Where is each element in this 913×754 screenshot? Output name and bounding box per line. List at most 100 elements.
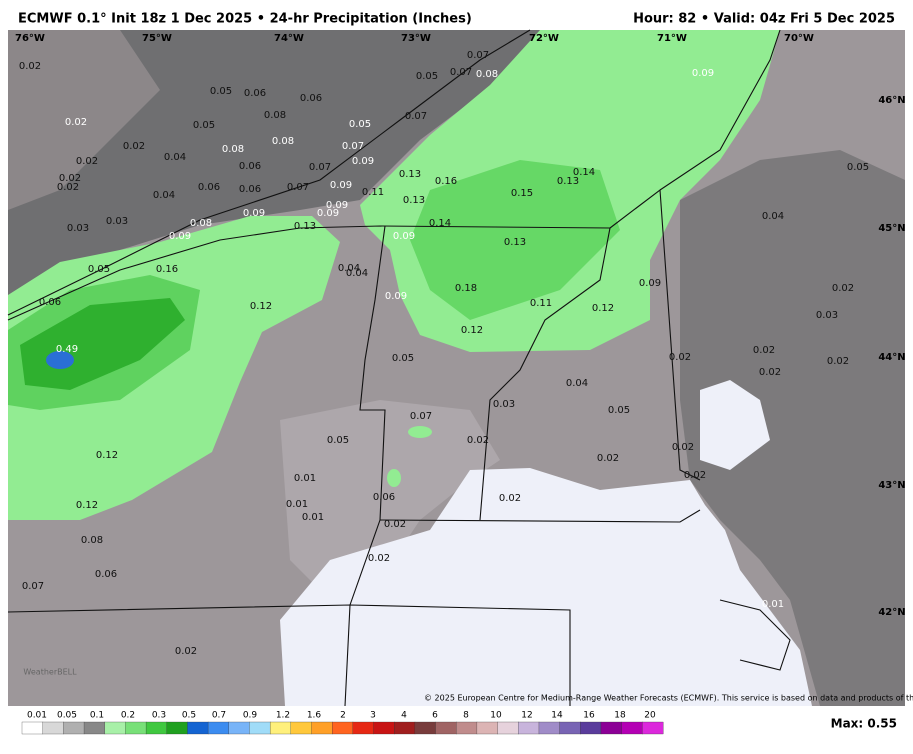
border bbox=[659, 29, 781, 191]
point-label: 0.02 bbox=[753, 345, 775, 356]
colorbar-swatch bbox=[580, 721, 602, 735]
colorbar: 0.01 0.05 0.1 0.2 0.3 0.5 0.7 0.9 1.2 1.6 2 3 4 6 8 10 1… bbox=[21, 711, 664, 735]
point-label: 0.07 bbox=[410, 411, 432, 422]
light-gray-region bbox=[280, 400, 500, 600]
colorbar-label: 12 bbox=[521, 711, 532, 721]
colorbar-label: 14 bbox=[551, 711, 563, 721]
point-label: 0.09 bbox=[243, 208, 265, 219]
colorbar-swatch bbox=[621, 721, 643, 735]
colorbar-label: 0.05 bbox=[57, 711, 77, 721]
point-label: 0.04 bbox=[346, 268, 368, 279]
green-region bbox=[410, 160, 620, 320]
colorbar-label: 0.7 bbox=[212, 711, 226, 721]
point-label: 0.07 bbox=[309, 162, 331, 173]
valid-time: Hour: 82 • Valid: 04z Fri 5 Dec 2025 bbox=[633, 12, 895, 27]
colorbar-label: 0.3 bbox=[152, 711, 166, 721]
point-label: 0.13 bbox=[294, 221, 316, 232]
point-label: 0.02 bbox=[384, 519, 406, 530]
colorbar-swatch bbox=[394, 721, 416, 735]
point-label: 0.01 bbox=[762, 599, 784, 610]
point-label: 0.08 bbox=[272, 136, 294, 147]
point-label: 0.05 bbox=[847, 162, 869, 173]
colorbar-label: 0.1 bbox=[90, 711, 104, 721]
point-label: 0.05 bbox=[416, 71, 438, 82]
longitude-label: 75°W bbox=[142, 33, 172, 44]
colorbar-label: 0.2 bbox=[121, 711, 135, 721]
colorbar-swatch bbox=[600, 721, 623, 735]
colorbar-swatch bbox=[187, 721, 209, 735]
colorbar-label: 8 bbox=[463, 711, 469, 721]
latitude-label: 43°N bbox=[878, 480, 905, 491]
point-label: 0.07 bbox=[467, 50, 489, 61]
point-label: 0.07 bbox=[287, 182, 309, 193]
point-label: 0.09 bbox=[326, 200, 348, 211]
point-label: 0.01 bbox=[286, 499, 308, 510]
longitude-label: 76°W bbox=[15, 33, 45, 44]
point-label: 0.05 bbox=[327, 435, 349, 446]
dark-region bbox=[680, 150, 905, 706]
point-label: 0.11 bbox=[530, 298, 552, 309]
border bbox=[344, 225, 386, 707]
colorbar-swatch bbox=[63, 721, 85, 735]
border bbox=[479, 227, 611, 521]
point-label: 0.11 bbox=[362, 187, 384, 198]
point-label: 0.13 bbox=[557, 176, 579, 187]
point-label: 0.12 bbox=[76, 500, 98, 511]
colorbar-label: 0.01 bbox=[27, 711, 47, 721]
point-label: 0.02 bbox=[65, 117, 87, 128]
point-label: 0.06 bbox=[95, 569, 117, 580]
point-label: 0.13 bbox=[504, 237, 526, 248]
copyright: © 2025 European Centre for Medium-Range … bbox=[424, 694, 913, 703]
point-label: 0.06 bbox=[39, 297, 61, 308]
logo: WeatherBELL bbox=[23, 668, 77, 677]
point-label: 0.12 bbox=[461, 325, 483, 336]
point-label: 0.12 bbox=[96, 450, 118, 461]
max-value: Max: 0.55 bbox=[831, 717, 897, 731]
point-label: 0.18 bbox=[455, 283, 477, 294]
latitude-label: 45°N bbox=[878, 223, 905, 234]
colorbar-label: 10 bbox=[490, 711, 502, 721]
point-label: 0.05 bbox=[392, 353, 414, 364]
point-label: 0.16 bbox=[435, 176, 457, 187]
blue-region bbox=[46, 351, 74, 369]
coast bbox=[719, 599, 791, 671]
latitude-label: 46°N bbox=[878, 95, 905, 106]
colorbar-swatch bbox=[311, 721, 333, 735]
point-label: 0.02 bbox=[59, 173, 81, 184]
point-label: 0.06 bbox=[239, 184, 261, 195]
colorbar-swatch bbox=[538, 721, 561, 735]
border bbox=[379, 509, 701, 523]
border bbox=[7, 225, 611, 321]
point-label: 0.09 bbox=[317, 208, 339, 219]
point-label: 0.03 bbox=[816, 310, 838, 321]
point-label: 0.08 bbox=[190, 218, 212, 229]
green-region bbox=[408, 426, 432, 438]
colorbar-swatch bbox=[21, 721, 44, 735]
point-label: 0.01 bbox=[294, 473, 316, 484]
colorbar-swatch bbox=[269, 721, 292, 735]
point-label: 0.08 bbox=[81, 535, 103, 546]
point-label: 0.07 bbox=[342, 141, 364, 152]
light-region bbox=[280, 468, 812, 706]
point-label: 0.02 bbox=[672, 442, 694, 453]
colorbar-label: 4 bbox=[401, 711, 407, 721]
colorbar-swatch bbox=[290, 721, 312, 735]
colorbar-swatch bbox=[414, 721, 436, 735]
point-label: 0.04 bbox=[164, 152, 186, 163]
colorbar-label: 20 bbox=[644, 711, 656, 721]
point-label: 0.04 bbox=[153, 190, 175, 201]
colorbar-label: 0.9 bbox=[243, 711, 258, 721]
colorbar-swatch bbox=[125, 721, 147, 735]
point-label: 0.02 bbox=[19, 61, 41, 72]
point-label: 0.15 bbox=[511, 188, 533, 199]
point-label: 0.14 bbox=[429, 218, 451, 229]
point-label: 0.09 bbox=[393, 231, 415, 242]
point-label: 0.06 bbox=[239, 161, 261, 172]
light-region bbox=[700, 380, 770, 470]
colorbar-label: 6 bbox=[432, 711, 438, 721]
point-label: 0.09 bbox=[639, 278, 661, 289]
colorbar-swatch bbox=[207, 721, 230, 735]
point-label: 0.12 bbox=[250, 301, 272, 312]
point-label: 0.02 bbox=[499, 493, 521, 504]
point-label: 0.02 bbox=[368, 553, 390, 564]
